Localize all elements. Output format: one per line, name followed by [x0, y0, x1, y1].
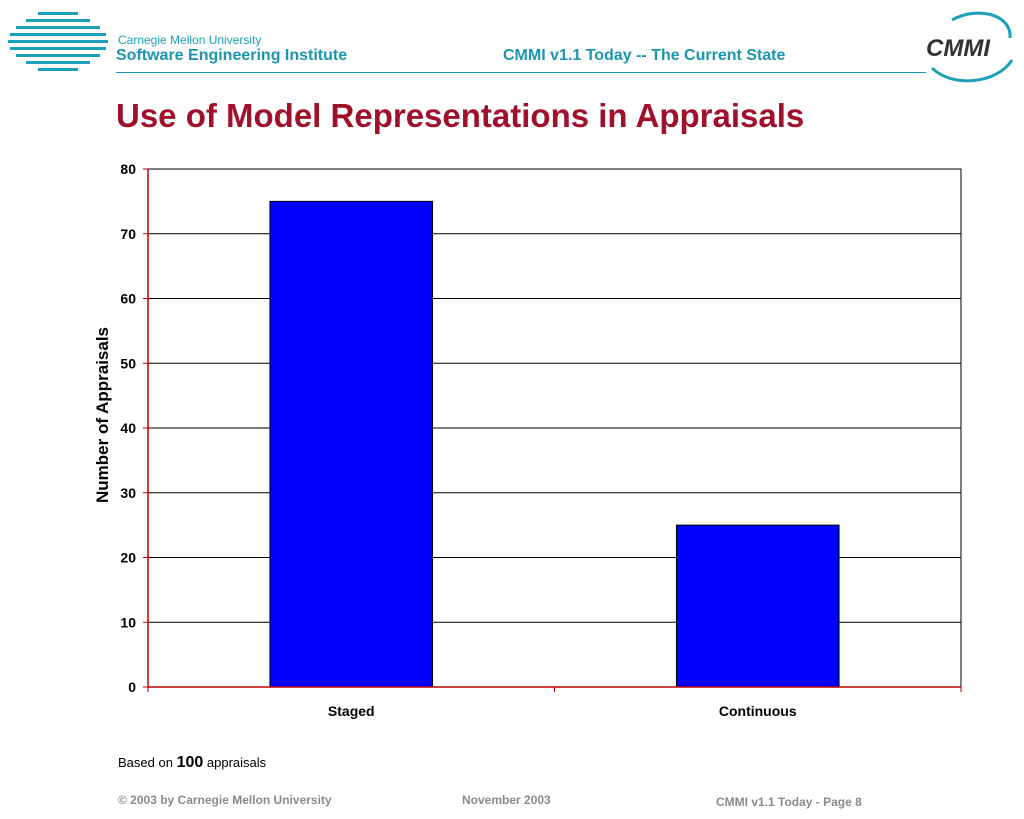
sei-logo [8, 12, 108, 71]
cmmi-logo-text: CMMI [926, 35, 991, 62]
footer-copyright: © 2003 by Carnegie Mellon University [118, 793, 332, 807]
y-tick-label: 70 [120, 226, 136, 242]
y-tick-label: 80 [120, 161, 136, 177]
y-tick-label: 30 [120, 485, 136, 501]
sample-note: Based on 100 appraisals [118, 754, 266, 772]
footer-date: November 2003 [462, 793, 551, 807]
bar-continuous [675, 524, 840, 688]
y-axis-label: Number of Appraisals [93, 327, 112, 503]
y-tick-label: 0 [128, 679, 136, 695]
cmmi-logo: CMMI [926, 11, 1014, 83]
x-tick-label: Staged [328, 703, 375, 719]
bar-staged [269, 200, 434, 688]
header-rule [116, 72, 926, 73]
y-tick-label: 20 [120, 550, 136, 566]
university-name: Carnegie Mellon University [118, 33, 262, 47]
x-tick-label: Continuous [719, 703, 797, 719]
y-tick-label: 50 [120, 355, 136, 371]
y-tick-label: 40 [120, 420, 136, 436]
y-tick-label: 10 [120, 614, 136, 630]
note-suffix: appraisals [206, 755, 267, 770]
footer-page: CMMI v1.1 Today - Page 8 [716, 795, 862, 809]
slide-title: Use of Model Representations in Appraisa… [116, 97, 805, 134]
note-prefix: Based on [118, 755, 173, 770]
appraisal-count: 100 [176, 754, 204, 771]
y-tick-label: 60 [120, 291, 136, 307]
document-title: CMMI v1.1 Today -- The Current State [503, 47, 786, 64]
institute-name: Software Engineering Institute [116, 47, 348, 64]
